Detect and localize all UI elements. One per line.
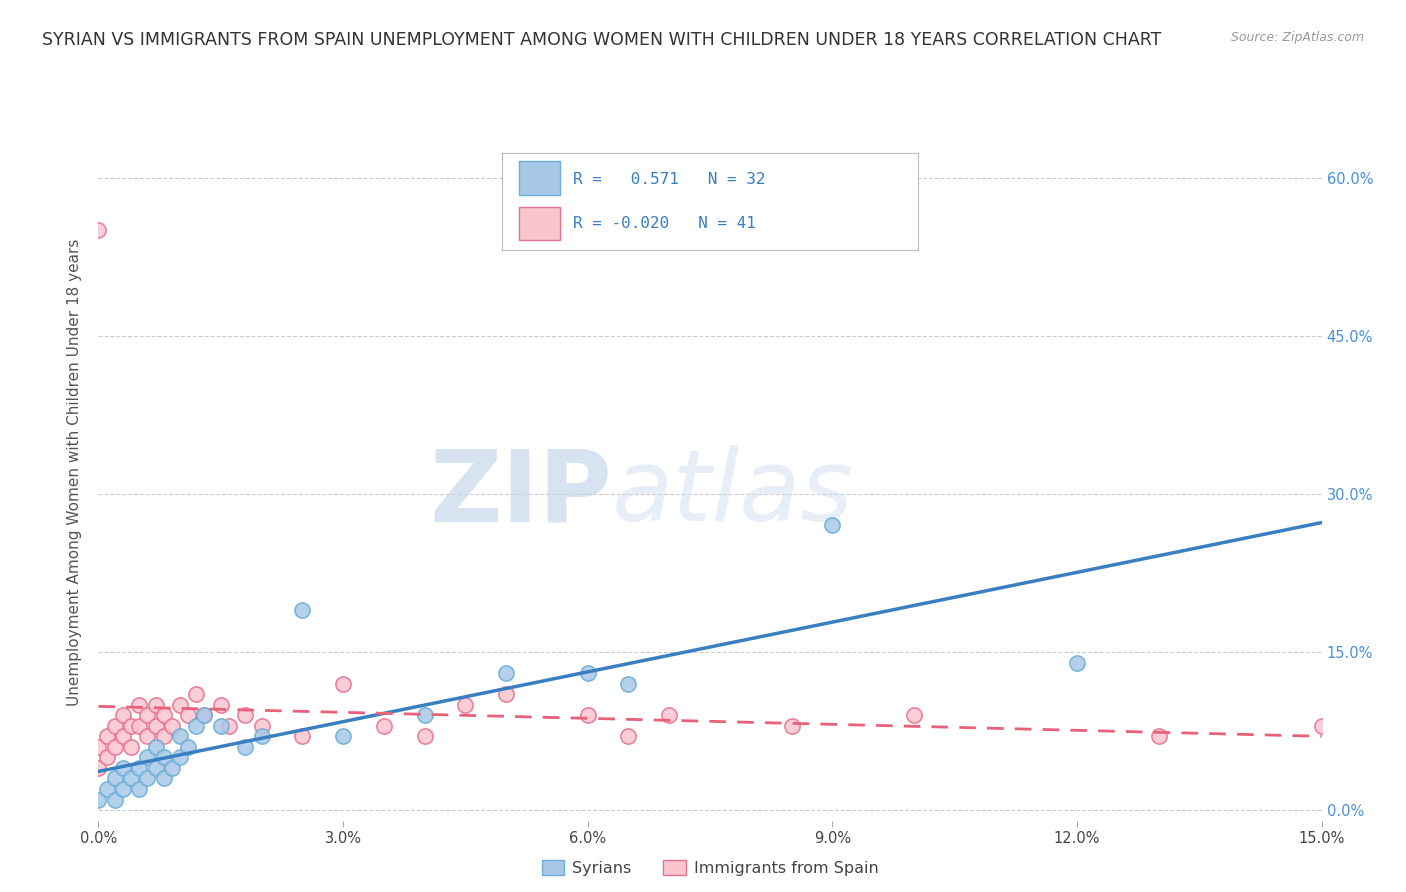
Point — [152, 750, 174, 764]
Point — [413, 708, 436, 723]
Point — [111, 708, 134, 723]
Point — [145, 698, 167, 712]
Point — [87, 761, 110, 775]
Point — [576, 666, 599, 681]
Point — [120, 772, 142, 786]
Point — [209, 698, 232, 712]
Point — [186, 719, 208, 733]
Point — [152, 729, 174, 743]
Point — [152, 708, 174, 723]
Point — [128, 782, 150, 797]
Point — [332, 729, 354, 743]
Point — [96, 750, 118, 764]
Point — [104, 792, 127, 806]
Point — [332, 676, 354, 690]
Point — [250, 719, 273, 733]
Point — [96, 782, 118, 797]
Point — [87, 792, 110, 806]
Point — [209, 719, 232, 733]
Point — [1066, 656, 1088, 670]
Point — [111, 729, 134, 743]
Point — [160, 719, 183, 733]
Point — [145, 719, 167, 733]
Point — [193, 708, 215, 723]
Point — [152, 772, 174, 786]
Point — [617, 729, 640, 743]
Point — [96, 729, 118, 743]
Point — [177, 708, 200, 723]
Point — [136, 772, 159, 786]
Point — [617, 676, 640, 690]
Point — [233, 708, 256, 723]
Point — [218, 719, 240, 733]
Point — [169, 750, 191, 764]
Point — [1310, 719, 1333, 733]
Point — [128, 719, 150, 733]
Point — [495, 687, 517, 701]
Point — [658, 708, 681, 723]
Point — [145, 739, 167, 754]
Point — [186, 687, 208, 701]
Point — [780, 719, 803, 733]
Point — [454, 698, 477, 712]
Point — [104, 772, 127, 786]
Point — [128, 761, 150, 775]
Point — [136, 729, 159, 743]
Point — [136, 708, 159, 723]
Point — [1147, 729, 1170, 743]
Point — [576, 708, 599, 723]
Point — [413, 729, 436, 743]
Point — [104, 739, 127, 754]
Y-axis label: Unemployment Among Women with Children Under 18 years: Unemployment Among Women with Children U… — [67, 239, 83, 706]
Point — [177, 739, 200, 754]
Point — [136, 750, 159, 764]
Point — [373, 719, 395, 733]
Text: atlas: atlas — [612, 445, 853, 542]
Point — [291, 729, 314, 743]
Point — [120, 719, 142, 733]
Text: Source: ZipAtlas.com: Source: ZipAtlas.com — [1230, 31, 1364, 45]
Point — [160, 761, 183, 775]
Point — [233, 739, 256, 754]
Point — [169, 698, 191, 712]
Point — [87, 223, 110, 237]
Point — [193, 708, 215, 723]
Point — [250, 729, 273, 743]
Point — [145, 761, 167, 775]
Point — [104, 719, 127, 733]
Point — [111, 761, 134, 775]
Point — [495, 666, 517, 681]
Text: SYRIAN VS IMMIGRANTS FROM SPAIN UNEMPLOYMENT AMONG WOMEN WITH CHILDREN UNDER 18 : SYRIAN VS IMMIGRANTS FROM SPAIN UNEMPLOY… — [42, 31, 1161, 49]
Point — [821, 518, 844, 533]
Legend: Syrians, Immigrants from Spain: Syrians, Immigrants from Spain — [536, 854, 884, 882]
Point — [87, 739, 110, 754]
Point — [111, 782, 134, 797]
Point — [903, 708, 925, 723]
Point — [128, 698, 150, 712]
Point — [120, 739, 142, 754]
Text: ZIP: ZIP — [429, 445, 612, 542]
Point — [169, 729, 191, 743]
Point — [291, 603, 314, 617]
